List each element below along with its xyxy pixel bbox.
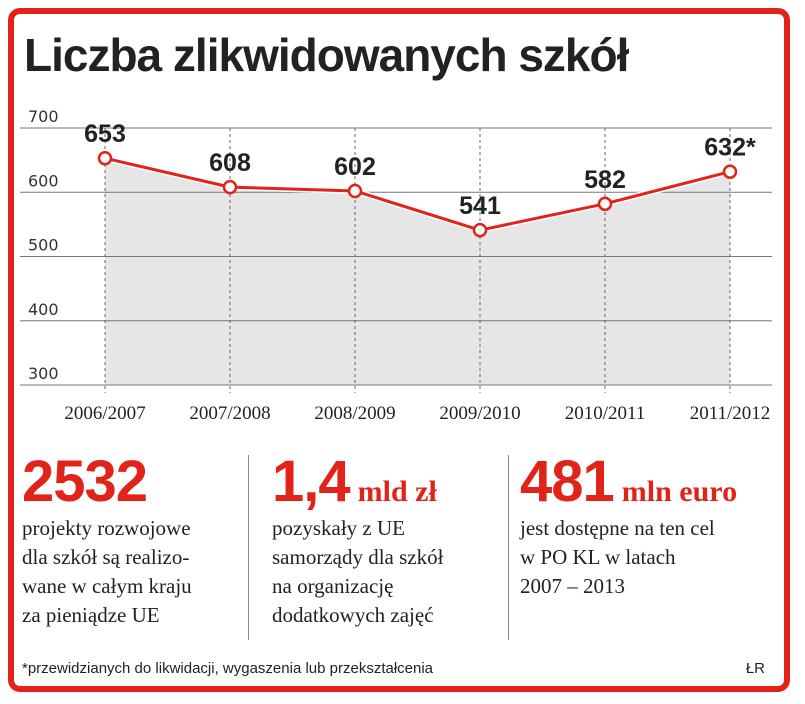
stat-description: jest dostępne na ten cel w PO KL w latac… [520,516,715,598]
data-point [722,164,738,179]
stat-unit: mln euro [621,475,738,508]
data-label: 582 [584,166,626,194]
stat-block-projects: 2532 projekty rozwojowe dla szkół są rea… [22,450,192,630]
x-tick-label: 2006/2007 [64,403,145,424]
x-tick-label: 2008/2009 [314,403,395,424]
author-credit: ŁR [745,660,765,677]
column-divider [248,455,249,640]
data-point [222,179,238,195]
column-divider [508,455,509,640]
footnote: *przewidzianych do likwidacji, wygaszeni… [22,660,434,677]
y-tick-label: 700 [28,107,59,126]
stat-block-po-kl: 481 mln euro jest dostępne na ten cel w P… [520,450,737,601]
stat-unit: mld zł [357,475,437,508]
data-point [347,183,363,199]
stat-block-eu-funds: 1,4 mld zł pozyskały z UE samorządy dla s… [272,450,443,630]
stat-number: 2532 [22,449,148,514]
y-tick-label: 300 [28,364,59,383]
data-point [597,196,613,212]
data-label: 602 [334,153,376,181]
y-tick-label: 400 [28,300,59,319]
data-label: 653 [84,120,126,148]
data-label: 608 [209,149,251,177]
area-fill [105,158,730,385]
data-point [472,222,488,238]
stat-description: projekty rozwojowe dla szkół są realizo-… [22,516,192,627]
x-tick-label: 2011/2012 [690,403,771,424]
data-label: 541 [459,192,501,220]
stat-description: pozyskały z UE samorządy dla szkół na or… [272,516,444,627]
x-tick-label: 2007/2008 [189,403,270,424]
chart-title: Liczba zlikwidowanych szkół [24,29,629,81]
series-line [104,156,731,232]
stat-number: 481 [520,449,615,514]
line-chart: 653 608 602 541 582 632* 300 400 500 600 700 2006… [20,107,772,424]
y-tick-label: 500 [28,236,59,255]
x-tick-label: 2009/2010 [439,403,520,424]
infographic-frame [8,8,790,692]
y-tick-label: 600 [28,171,59,190]
x-tick-label: 2010/2011 [565,403,646,424]
data-label: 632* [704,134,756,162]
stat-number: 1,4 [272,449,351,514]
data-point [97,150,113,166]
